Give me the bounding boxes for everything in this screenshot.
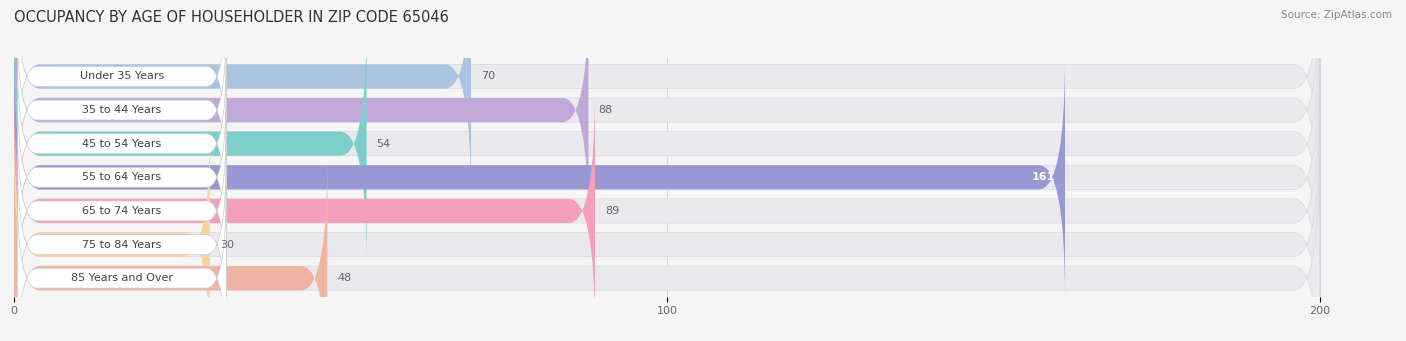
FancyBboxPatch shape xyxy=(14,21,1320,266)
FancyBboxPatch shape xyxy=(17,154,226,336)
Text: 48: 48 xyxy=(337,273,352,283)
FancyBboxPatch shape xyxy=(14,0,471,199)
FancyBboxPatch shape xyxy=(17,0,226,167)
FancyBboxPatch shape xyxy=(17,120,226,302)
FancyBboxPatch shape xyxy=(14,156,1320,341)
FancyBboxPatch shape xyxy=(14,55,1320,300)
Text: Under 35 Years: Under 35 Years xyxy=(80,72,165,81)
FancyBboxPatch shape xyxy=(14,122,1320,341)
FancyBboxPatch shape xyxy=(14,55,1066,300)
FancyBboxPatch shape xyxy=(14,0,1320,199)
FancyBboxPatch shape xyxy=(14,21,367,266)
Text: 65 to 74 Years: 65 to 74 Years xyxy=(82,206,162,216)
FancyBboxPatch shape xyxy=(17,187,226,341)
FancyBboxPatch shape xyxy=(14,122,209,341)
Text: 70: 70 xyxy=(481,72,495,81)
Text: 54: 54 xyxy=(377,139,391,149)
Text: 75 to 84 Years: 75 to 84 Years xyxy=(82,240,162,250)
FancyBboxPatch shape xyxy=(14,0,589,233)
Text: 85 Years and Over: 85 Years and Over xyxy=(70,273,173,283)
FancyBboxPatch shape xyxy=(17,19,226,201)
FancyBboxPatch shape xyxy=(17,53,226,235)
Text: OCCUPANCY BY AGE OF HOUSEHOLDER IN ZIP CODE 65046: OCCUPANCY BY AGE OF HOUSEHOLDER IN ZIP C… xyxy=(14,10,449,25)
Text: 89: 89 xyxy=(605,206,619,216)
FancyBboxPatch shape xyxy=(14,89,1320,333)
FancyBboxPatch shape xyxy=(14,156,328,341)
Text: 35 to 44 Years: 35 to 44 Years xyxy=(82,105,162,115)
Text: Source: ZipAtlas.com: Source: ZipAtlas.com xyxy=(1281,10,1392,20)
FancyBboxPatch shape xyxy=(14,89,595,333)
Text: 161: 161 xyxy=(1032,172,1056,182)
FancyBboxPatch shape xyxy=(17,86,226,268)
Text: 30: 30 xyxy=(219,240,233,250)
Text: 55 to 64 Years: 55 to 64 Years xyxy=(82,172,162,182)
FancyBboxPatch shape xyxy=(14,0,1320,233)
Text: 45 to 54 Years: 45 to 54 Years xyxy=(82,139,162,149)
Text: 88: 88 xyxy=(599,105,613,115)
